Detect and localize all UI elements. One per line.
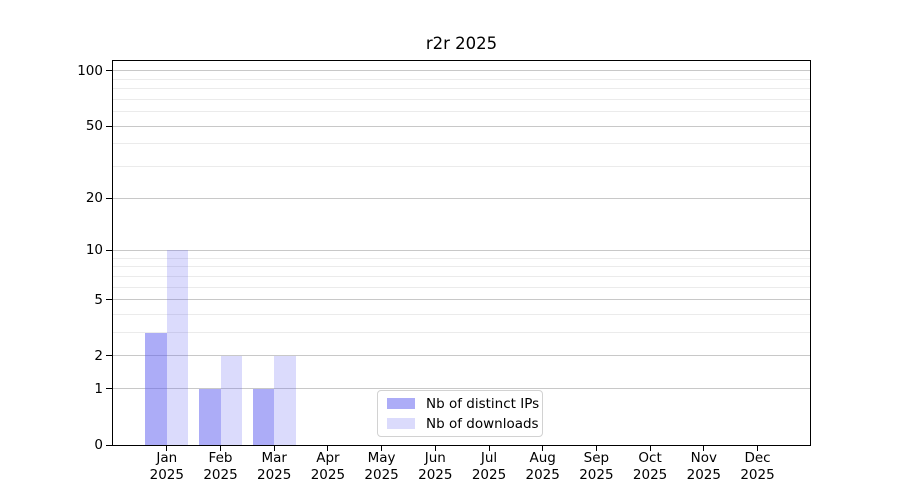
y-tick-label-2: 2 — [94, 347, 103, 364]
x-tick-year: 2025 — [632, 467, 668, 483]
legend-item-distinct-ips: Nb of distinct IPs — [386, 394, 539, 414]
gridline-minor-7 — [113, 275, 810, 277]
legend-label-downloads: Nb of downloads — [426, 415, 539, 432]
x-tick-aug — [542, 445, 544, 451]
x-tick-year: 2025 — [418, 467, 453, 483]
gridline-minor-4 — [113, 313, 810, 315]
bar-distinct-ips-mar — [252, 388, 275, 445]
gridline-minor-40 — [113, 143, 810, 145]
gridline-minor-3 — [113, 332, 810, 334]
gridline-minor-8 — [113, 266, 810, 268]
bar-downloads-jan — [166, 250, 189, 445]
x-tick-sep — [595, 445, 597, 451]
x-tick-label-nov: Nov 2025 — [669, 450, 739, 484]
legend: Nb of distinct IPs Nb of downloads — [377, 390, 543, 437]
y-tick-label-20: 20 — [85, 190, 103, 206]
gridline-major-10 — [113, 249, 810, 251]
x-tick-label-dec: Dec 2025 — [723, 450, 793, 484]
x-tick-mar — [273, 445, 275, 451]
y-tick-label-1: 1 — [94, 380, 103, 397]
x-tick-month: Nov — [690, 450, 717, 466]
y-tick-20 — [106, 197, 113, 199]
gridline-minor-30 — [113, 165, 810, 167]
x-tick-label-jan: Jan 2025 — [132, 450, 202, 484]
x-tick-label-jun: Jun 2025 — [400, 450, 470, 484]
x-tick-year: 2025 — [525, 467, 560, 483]
chart-title: r2r 2025 — [425, 34, 498, 53]
y-tick-label-50: 50 — [85, 118, 103, 135]
x-tick-label-oct: Oct 2025 — [615, 450, 685, 484]
x-tick-year: 2025 — [686, 467, 721, 483]
x-tick-month: Jan — [156, 450, 178, 466]
legend-swatch-distinct-ips-icon — [387, 398, 415, 409]
y-tick-label-100: 100 — [77, 62, 103, 79]
gridline-major-5 — [113, 299, 810, 301]
bar-downloads-feb — [220, 355, 242, 445]
x-tick-nov — [703, 445, 705, 451]
x-tick-year: 2025 — [203, 467, 238, 483]
y-tick-label-10: 10 — [85, 242, 103, 259]
gridline-minor-6 — [113, 286, 810, 288]
gridline-major-20 — [113, 197, 810, 199]
y-tick-0 — [106, 444, 113, 446]
x-tick-may — [381, 445, 383, 451]
x-tick-year: 2025 — [257, 467, 292, 483]
legend-item-downloads: Nb of downloads — [386, 414, 539, 434]
y-tick-100 — [106, 70, 113, 72]
gridline-minor-60 — [113, 111, 810, 112]
x-tick-year: 2025 — [364, 467, 399, 483]
x-tick-year: 2025 — [740, 467, 775, 483]
y-tick-2 — [106, 355, 113, 357]
y-tick-1 — [106, 388, 113, 390]
x-tick-label-jul: Jul 2025 — [454, 450, 524, 484]
gridline-minor-9 — [113, 257, 810, 259]
x-tick-dec — [757, 445, 758, 451]
x-tick-label-sep: Sep 2025 — [561, 450, 631, 484]
x-tick-month: Feb — [208, 450, 233, 466]
legend-swatch-downloads-icon — [387, 418, 415, 429]
gridline-minor-80 — [113, 87, 810, 89]
y-tick-50 — [106, 125, 113, 127]
x-tick-month: Oct — [638, 450, 662, 466]
plot-area — [112, 60, 811, 446]
bar-downloads-mar — [274, 355, 296, 445]
x-tick-year: 2025 — [579, 467, 614, 483]
x-tick-jul — [488, 445, 490, 451]
x-tick-month: Jun — [424, 450, 446, 466]
x-tick-month: Jul — [480, 450, 498, 466]
x-tick-month: Mar — [261, 450, 287, 466]
y-tick-label-5: 5 — [94, 291, 103, 308]
x-tick-label-feb: Feb 2025 — [186, 450, 256, 484]
x-tick-feb — [220, 445, 221, 451]
x-tick-month: Dec — [744, 450, 771, 466]
x-tick-oct — [649, 445, 651, 451]
x-tick-jun — [434, 445, 436, 451]
bar-distinct-ips-feb — [199, 388, 221, 445]
legend-label-distinct-ips: Nb of distinct IPs — [426, 395, 540, 412]
x-tick-month: Apr — [316, 450, 340, 466]
x-tick-label-aug: Aug 2025 — [508, 450, 578, 484]
x-tick-label-may: May 2025 — [347, 450, 417, 484]
bar-distinct-ips-jan — [145, 332, 167, 445]
x-tick-year: 2025 — [471, 467, 507, 483]
gridline-minor-70 — [113, 98, 810, 100]
x-tick-month: Sep — [583, 450, 610, 466]
gridline-major-1 — [113, 388, 810, 390]
x-tick-year: 2025 — [310, 467, 346, 483]
gridline-major-50 — [113, 125, 810, 127]
x-tick-year: 2025 — [149, 467, 184, 483]
x-tick-month: Aug — [529, 450, 556, 466]
x-tick-label-mar: Mar 2025 — [239, 450, 309, 484]
gridline-major-2 — [113, 355, 810, 357]
x-tick-jan — [166, 445, 168, 451]
x-tick-label-apr: Apr 2025 — [293, 450, 363, 484]
x-tick-apr — [327, 445, 329, 451]
gridline-minor-90 — [113, 78, 810, 80]
y-tick-label-0: 0 — [94, 437, 103, 453]
gridline-major-100 — [113, 70, 810, 72]
y-tick-10 — [106, 249, 113, 251]
y-tick-5 — [106, 299, 113, 301]
x-tick-month: May — [367, 450, 396, 466]
